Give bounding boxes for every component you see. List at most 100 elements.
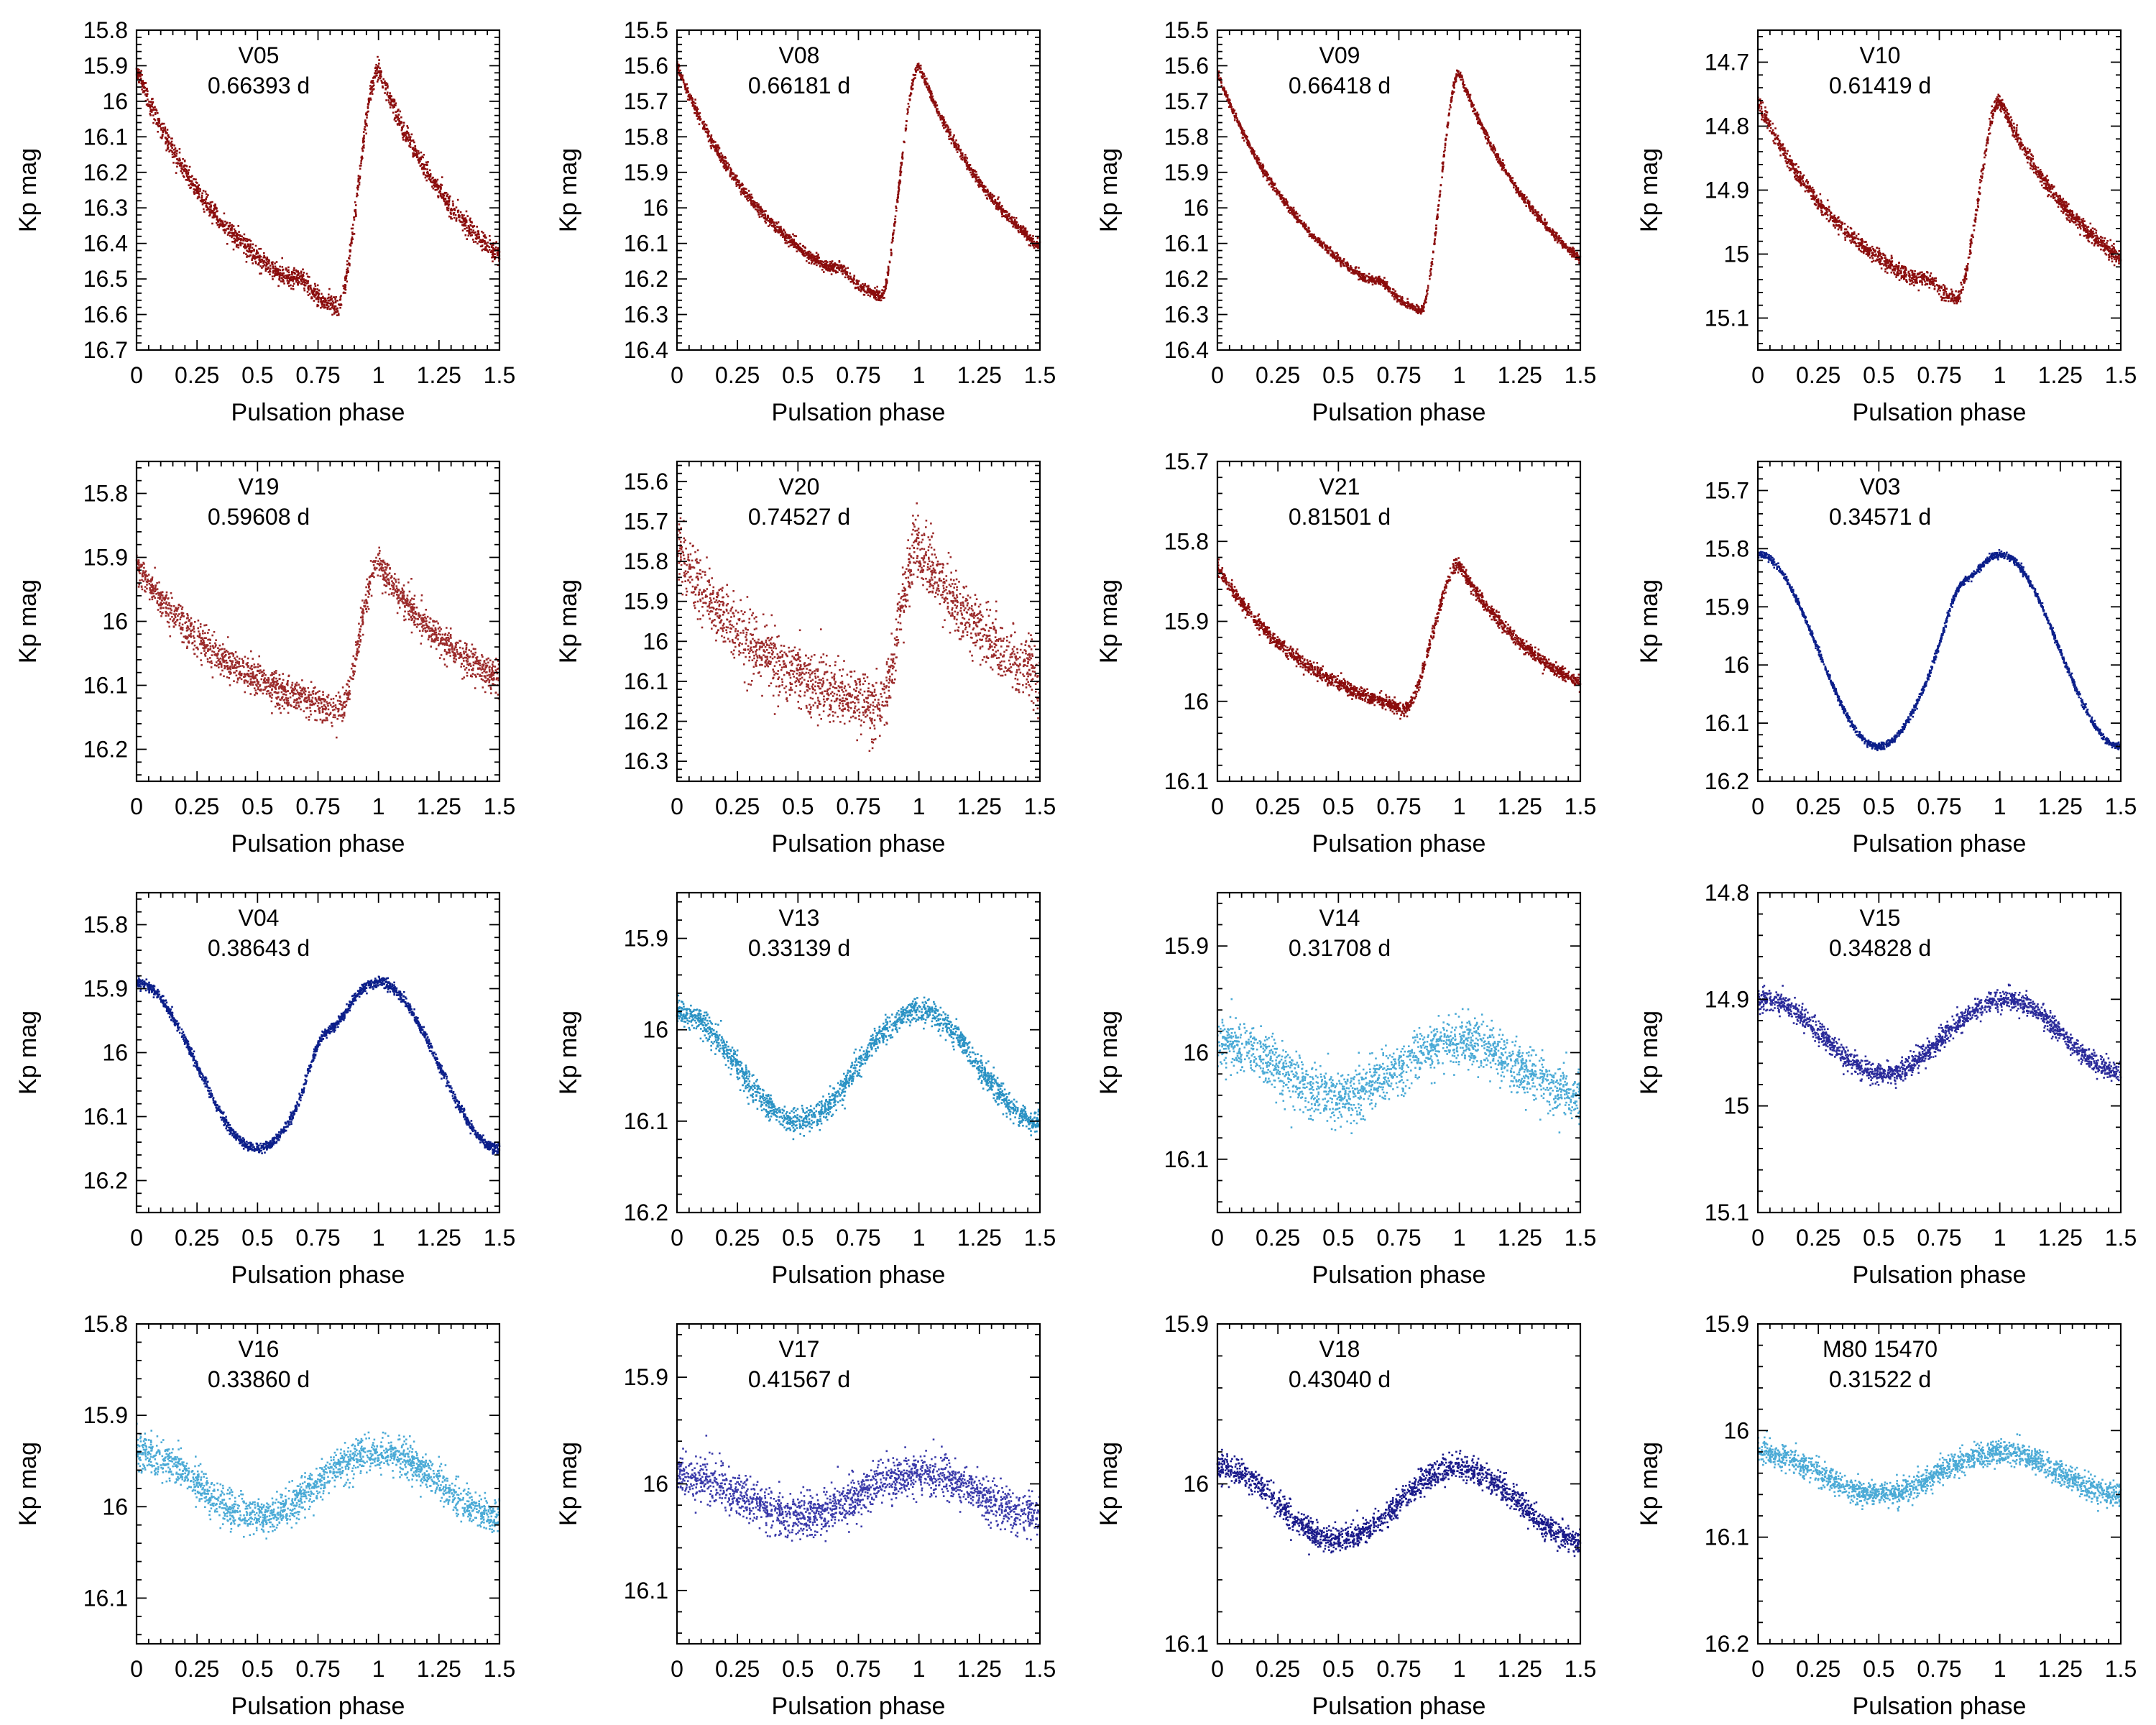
data-point — [147, 98, 149, 101]
y-tick-label: 15.5 — [624, 17, 668, 43]
data-point — [236, 244, 238, 246]
data-point — [681, 78, 683, 81]
data-point — [982, 187, 985, 189]
data-point — [308, 276, 310, 278]
data-point — [461, 217, 464, 220]
data-point — [691, 101, 693, 104]
data-point — [266, 263, 269, 265]
data-point — [740, 183, 742, 186]
data-point — [1026, 234, 1028, 236]
data-point — [407, 139, 410, 141]
data-point — [849, 280, 852, 283]
data-point — [491, 256, 493, 259]
data-point — [910, 88, 913, 90]
data-point — [433, 181, 436, 184]
data-point — [351, 227, 354, 230]
data-point — [233, 234, 235, 236]
data-point — [396, 110, 399, 113]
data-point — [797, 247, 799, 249]
data-point — [844, 267, 847, 270]
data-point — [331, 300, 334, 303]
data-point — [985, 194, 987, 197]
data-point — [277, 285, 280, 288]
data-point — [892, 236, 894, 239]
data-point — [995, 203, 998, 206]
data-point — [729, 172, 732, 175]
data-point — [339, 298, 342, 300]
data-point — [921, 70, 923, 73]
data-point — [687, 95, 689, 98]
data-point — [185, 170, 188, 173]
data-point — [783, 229, 786, 231]
data-point — [929, 91, 931, 94]
data-point — [216, 210, 218, 213]
data-point — [1535, 212, 1538, 214]
data-point — [392, 111, 395, 114]
data-point — [902, 151, 904, 154]
data-point — [236, 234, 239, 236]
data-point — [221, 223, 224, 226]
data-point — [802, 245, 804, 247]
data-point — [704, 126, 706, 129]
data-point — [275, 261, 278, 263]
data-point — [243, 246, 245, 248]
data-point — [1243, 129, 1245, 132]
data-point — [885, 281, 888, 284]
data-point — [678, 63, 680, 66]
data-point — [876, 294, 878, 296]
data-point — [201, 196, 203, 198]
data-point — [402, 126, 404, 128]
data-point — [391, 99, 393, 101]
data-point — [209, 201, 212, 203]
data-point — [816, 258, 818, 260]
data-point — [821, 269, 824, 271]
data-point — [862, 287, 864, 290]
data-point — [923, 81, 926, 84]
data-point — [459, 211, 462, 213]
data-point — [425, 179, 428, 182]
data-point — [830, 273, 833, 275]
data-point — [456, 198, 459, 201]
data-point — [989, 193, 992, 196]
data-point — [729, 174, 732, 176]
data-point — [196, 191, 199, 193]
data-point — [274, 272, 277, 275]
data-point — [686, 87, 689, 89]
data-point — [930, 98, 933, 101]
data-point — [164, 128, 167, 130]
data-point — [877, 290, 879, 293]
data-point — [694, 106, 696, 109]
data-point — [805, 252, 807, 254]
data-point — [1425, 295, 1427, 298]
data-point — [376, 72, 378, 75]
data-point — [292, 282, 295, 285]
data-point — [360, 156, 363, 159]
data-point — [451, 200, 454, 203]
x-tick-label: 1 — [372, 362, 385, 388]
data-point — [423, 166, 425, 169]
data-point — [1528, 207, 1531, 209]
data-point — [1270, 178, 1273, 181]
data-point — [342, 285, 344, 287]
data-point — [768, 219, 771, 222]
data-point — [495, 241, 497, 243]
data-point — [192, 184, 194, 187]
data-point — [297, 283, 299, 286]
data-point — [841, 267, 844, 270]
data-point — [975, 175, 977, 178]
data-point — [451, 217, 453, 220]
data-point — [825, 262, 828, 264]
data-point — [813, 256, 815, 259]
data-point — [463, 220, 466, 223]
data-point — [151, 98, 153, 101]
data-point — [745, 195, 747, 198]
data-point — [395, 111, 397, 114]
data-point — [326, 306, 329, 309]
data-point — [496, 254, 499, 257]
data-point — [999, 206, 1001, 208]
data-point — [448, 215, 451, 218]
data-point — [363, 134, 365, 137]
data-point — [185, 179, 188, 181]
data-point — [422, 163, 424, 165]
data-point — [887, 274, 889, 276]
